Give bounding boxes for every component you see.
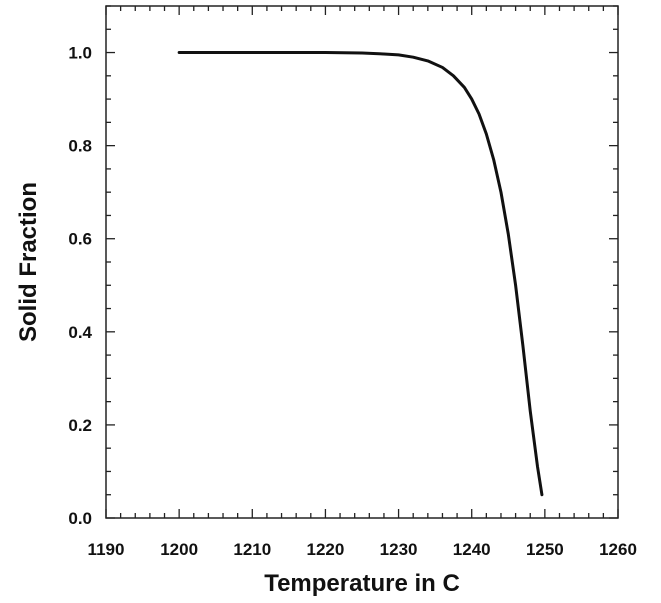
x-tick-label: 1210	[233, 540, 271, 559]
y-tick-label: 0.2	[68, 416, 92, 435]
solid-fraction-curve	[177, 51, 544, 497]
x-tick-label: 1190	[88, 540, 125, 559]
x-tick-label: 1230	[380, 540, 418, 559]
y-tick-label: 1.0	[68, 44, 92, 63]
x-tick-label: 1250	[526, 540, 564, 559]
x-tick-label: 1200	[160, 540, 198, 559]
y-tick-label: 0.6	[68, 230, 92, 249]
x-tick-label: 1260	[599, 540, 637, 559]
plot-frame	[105, 5, 619, 519]
y-tick-label: 0.8	[68, 137, 92, 156]
tick-marks	[105, 5, 619, 519]
x-tick-label: 1240	[453, 540, 491, 559]
y-tick-label: 0.4	[68, 323, 92, 342]
x-axis-title: Temperature in C	[264, 570, 460, 597]
y-tick-label: 0.0	[68, 509, 92, 528]
y-axis-title: Solid Fraction	[15, 182, 42, 342]
x-tick-labels: 1190 1200 1210 1220 1230 1240 1250 1260	[88, 540, 637, 559]
y-tick-labels: 0.0 0.2 0.4 0.6 0.8 1.0	[68, 44, 92, 528]
x-tick-label: 1220	[307, 540, 345, 559]
